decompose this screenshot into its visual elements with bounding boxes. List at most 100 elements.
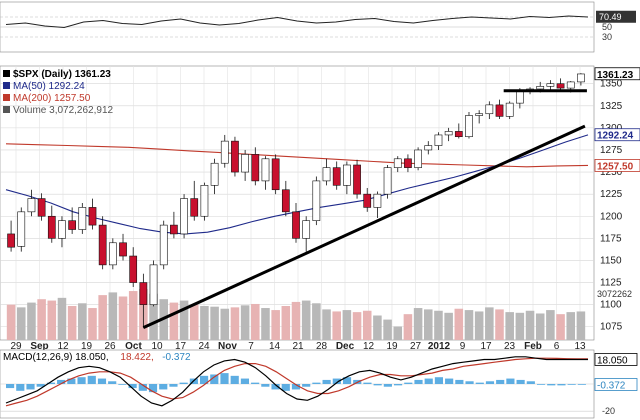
candle-down [7, 233, 15, 248]
volume-bar [546, 310, 555, 340]
candle-down [363, 193, 372, 208]
macd-histogram-bar [118, 384, 127, 385]
macd-histogram-bar [383, 384, 392, 387]
macd-histogram-bar [16, 384, 25, 391]
price-axis: 1075110011251150117512001225125012751300… [594, 67, 640, 333]
candle-down [37, 198, 46, 217]
candle-up [515, 90, 524, 104]
macd-histogram-bar [271, 384, 280, 390]
candle-up [302, 220, 311, 239]
x-tick-label: Feb [524, 341, 542, 352]
x-tick-label: 21 [292, 341, 304, 352]
price-value-label: 1292.24 [597, 131, 634, 142]
candle-up [424, 145, 433, 151]
macd-histogram-bar [169, 384, 178, 387]
volume-bar [240, 305, 250, 340]
macd-histogram-bar [251, 382, 260, 384]
volume-bar [352, 312, 362, 340]
price-tick-label: 1325 [600, 101, 623, 112]
volume-bar [332, 311, 341, 340]
candle-up [312, 180, 321, 221]
x-tick-label: 23 [504, 341, 516, 352]
candle-up [343, 164, 351, 186]
candle-up [108, 242, 117, 266]
macd-value-label: 18.050 [597, 355, 628, 366]
candle-up [485, 104, 494, 115]
candle-down [281, 189, 290, 213]
volume-bar [27, 302, 36, 340]
volume-bar [525, 310, 535, 340]
x-tick-label: 9 [460, 341, 466, 352]
x-tick-label: 19 [386, 341, 398, 352]
rsi-line [5, 15, 589, 29]
x-tick-label: 24 [198, 341, 210, 352]
price-tick-label: 1150 [600, 255, 622, 266]
macd-label-part: 18.422, [120, 352, 153, 363]
rsi-last-value: 70.49 [599, 12, 622, 22]
candle-down [47, 215, 56, 239]
volume-bar [566, 312, 576, 340]
candle-up [546, 83, 555, 87]
candle-up [58, 220, 66, 239]
volume-bar [393, 326, 403, 340]
macd-histogram-bar [475, 382, 484, 384]
macd-histogram-bar [567, 384, 576, 385]
volume-bar [200, 306, 209, 340]
candle-down [251, 154, 260, 182]
macd-histogram-bar [36, 384, 45, 387]
price-panel: 29 Sep 12 19 26 Oct 10 17 24 Nov 7 14 21 28 Dec 12 19 27 2… [0, 65, 640, 352]
price-tick-label: 1175 [600, 233, 622, 244]
macd-histogram-bar [445, 378, 454, 384]
volume-bar [251, 303, 260, 340]
volume-bar [342, 310, 352, 340]
volume-bar [98, 295, 107, 340]
volume-bar [67, 306, 77, 340]
macd-line [5, 356, 588, 407]
macd-histogram-bar [322, 379, 331, 384]
macd-histogram-bar [424, 378, 433, 384]
x-tick-label: 2012 [428, 341, 451, 352]
macd-histogram-bar [261, 384, 270, 387]
candle-down [353, 164, 361, 195]
volume-bar [383, 319, 392, 340]
candle-up [475, 113, 484, 116]
candle-down [88, 207, 97, 226]
candle-up [17, 211, 26, 247]
macd-histogram-bar [108, 381, 117, 384]
x-tick-label: 12 [363, 341, 375, 352]
candle-down [292, 211, 300, 239]
x-tick-label: Oct [125, 341, 142, 352]
volume-bar [424, 309, 433, 340]
candle-up [465, 115, 473, 138]
x-tick-label: Sep [30, 341, 48, 352]
macd-histogram-bar [312, 382, 321, 384]
volume-bar [6, 304, 16, 340]
price-value-label: 1361.23 [597, 70, 634, 81]
volume-bar [37, 299, 46, 340]
macd-histogram-bar [291, 384, 301, 390]
candle-up [566, 81, 575, 89]
macd-histogram-bar [240, 378, 250, 384]
macd-histogram-bar [26, 384, 35, 390]
rsi-tick-label: 50 [602, 22, 612, 32]
price-value-badge [594, 67, 640, 81]
volume-bar [47, 300, 57, 340]
x-tick-label: 17 [480, 341, 492, 352]
volume-bar [210, 306, 219, 340]
ma200-line [5, 143, 589, 168]
candle-up [210, 162, 219, 186]
macd-histogram-bar [536, 384, 546, 385]
price-tick-label: 1075 [600, 322, 623, 333]
macd-histogram-bar [342, 377, 352, 384]
volume-bar [179, 300, 189, 340]
candle-up [505, 102, 514, 117]
price-tick-label: 1125 [600, 278, 622, 289]
rsi-value-badge [596, 10, 636, 23]
candle-down [495, 104, 504, 117]
volume-bar [230, 307, 240, 340]
macd-histogram-bar [57, 379, 66, 384]
candle-up [27, 198, 36, 213]
candle-up [180, 198, 188, 235]
